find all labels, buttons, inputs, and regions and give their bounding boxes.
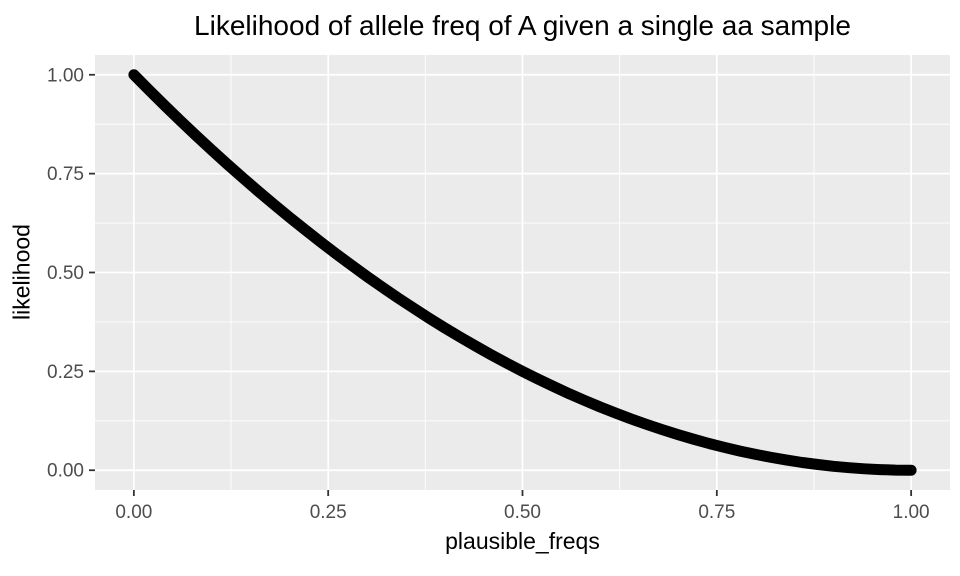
y-tick-label: 0.00 <box>47 461 84 482</box>
x-tick-label: 0.25 <box>310 502 347 523</box>
y-tick-label: 0.75 <box>47 164 84 185</box>
x-tick-label: 0.00 <box>115 502 152 523</box>
chart-title: Likelihood of allele freq of A given a s… <box>194 10 851 41</box>
y-tick-label: 0.50 <box>47 263 84 284</box>
y-tick-label: 1.00 <box>47 65 84 86</box>
x-tick-label: 1.00 <box>893 502 930 523</box>
likelihood-curve <box>128 69 917 476</box>
y-axis-title: likelihood <box>8 224 35 320</box>
y-tick-label: 0.25 <box>47 362 84 383</box>
x-axis-title: plausible_freqs <box>445 528 600 554</box>
x-tick-label: 0.75 <box>698 502 735 523</box>
x-tick-label: 0.50 <box>504 502 541 523</box>
